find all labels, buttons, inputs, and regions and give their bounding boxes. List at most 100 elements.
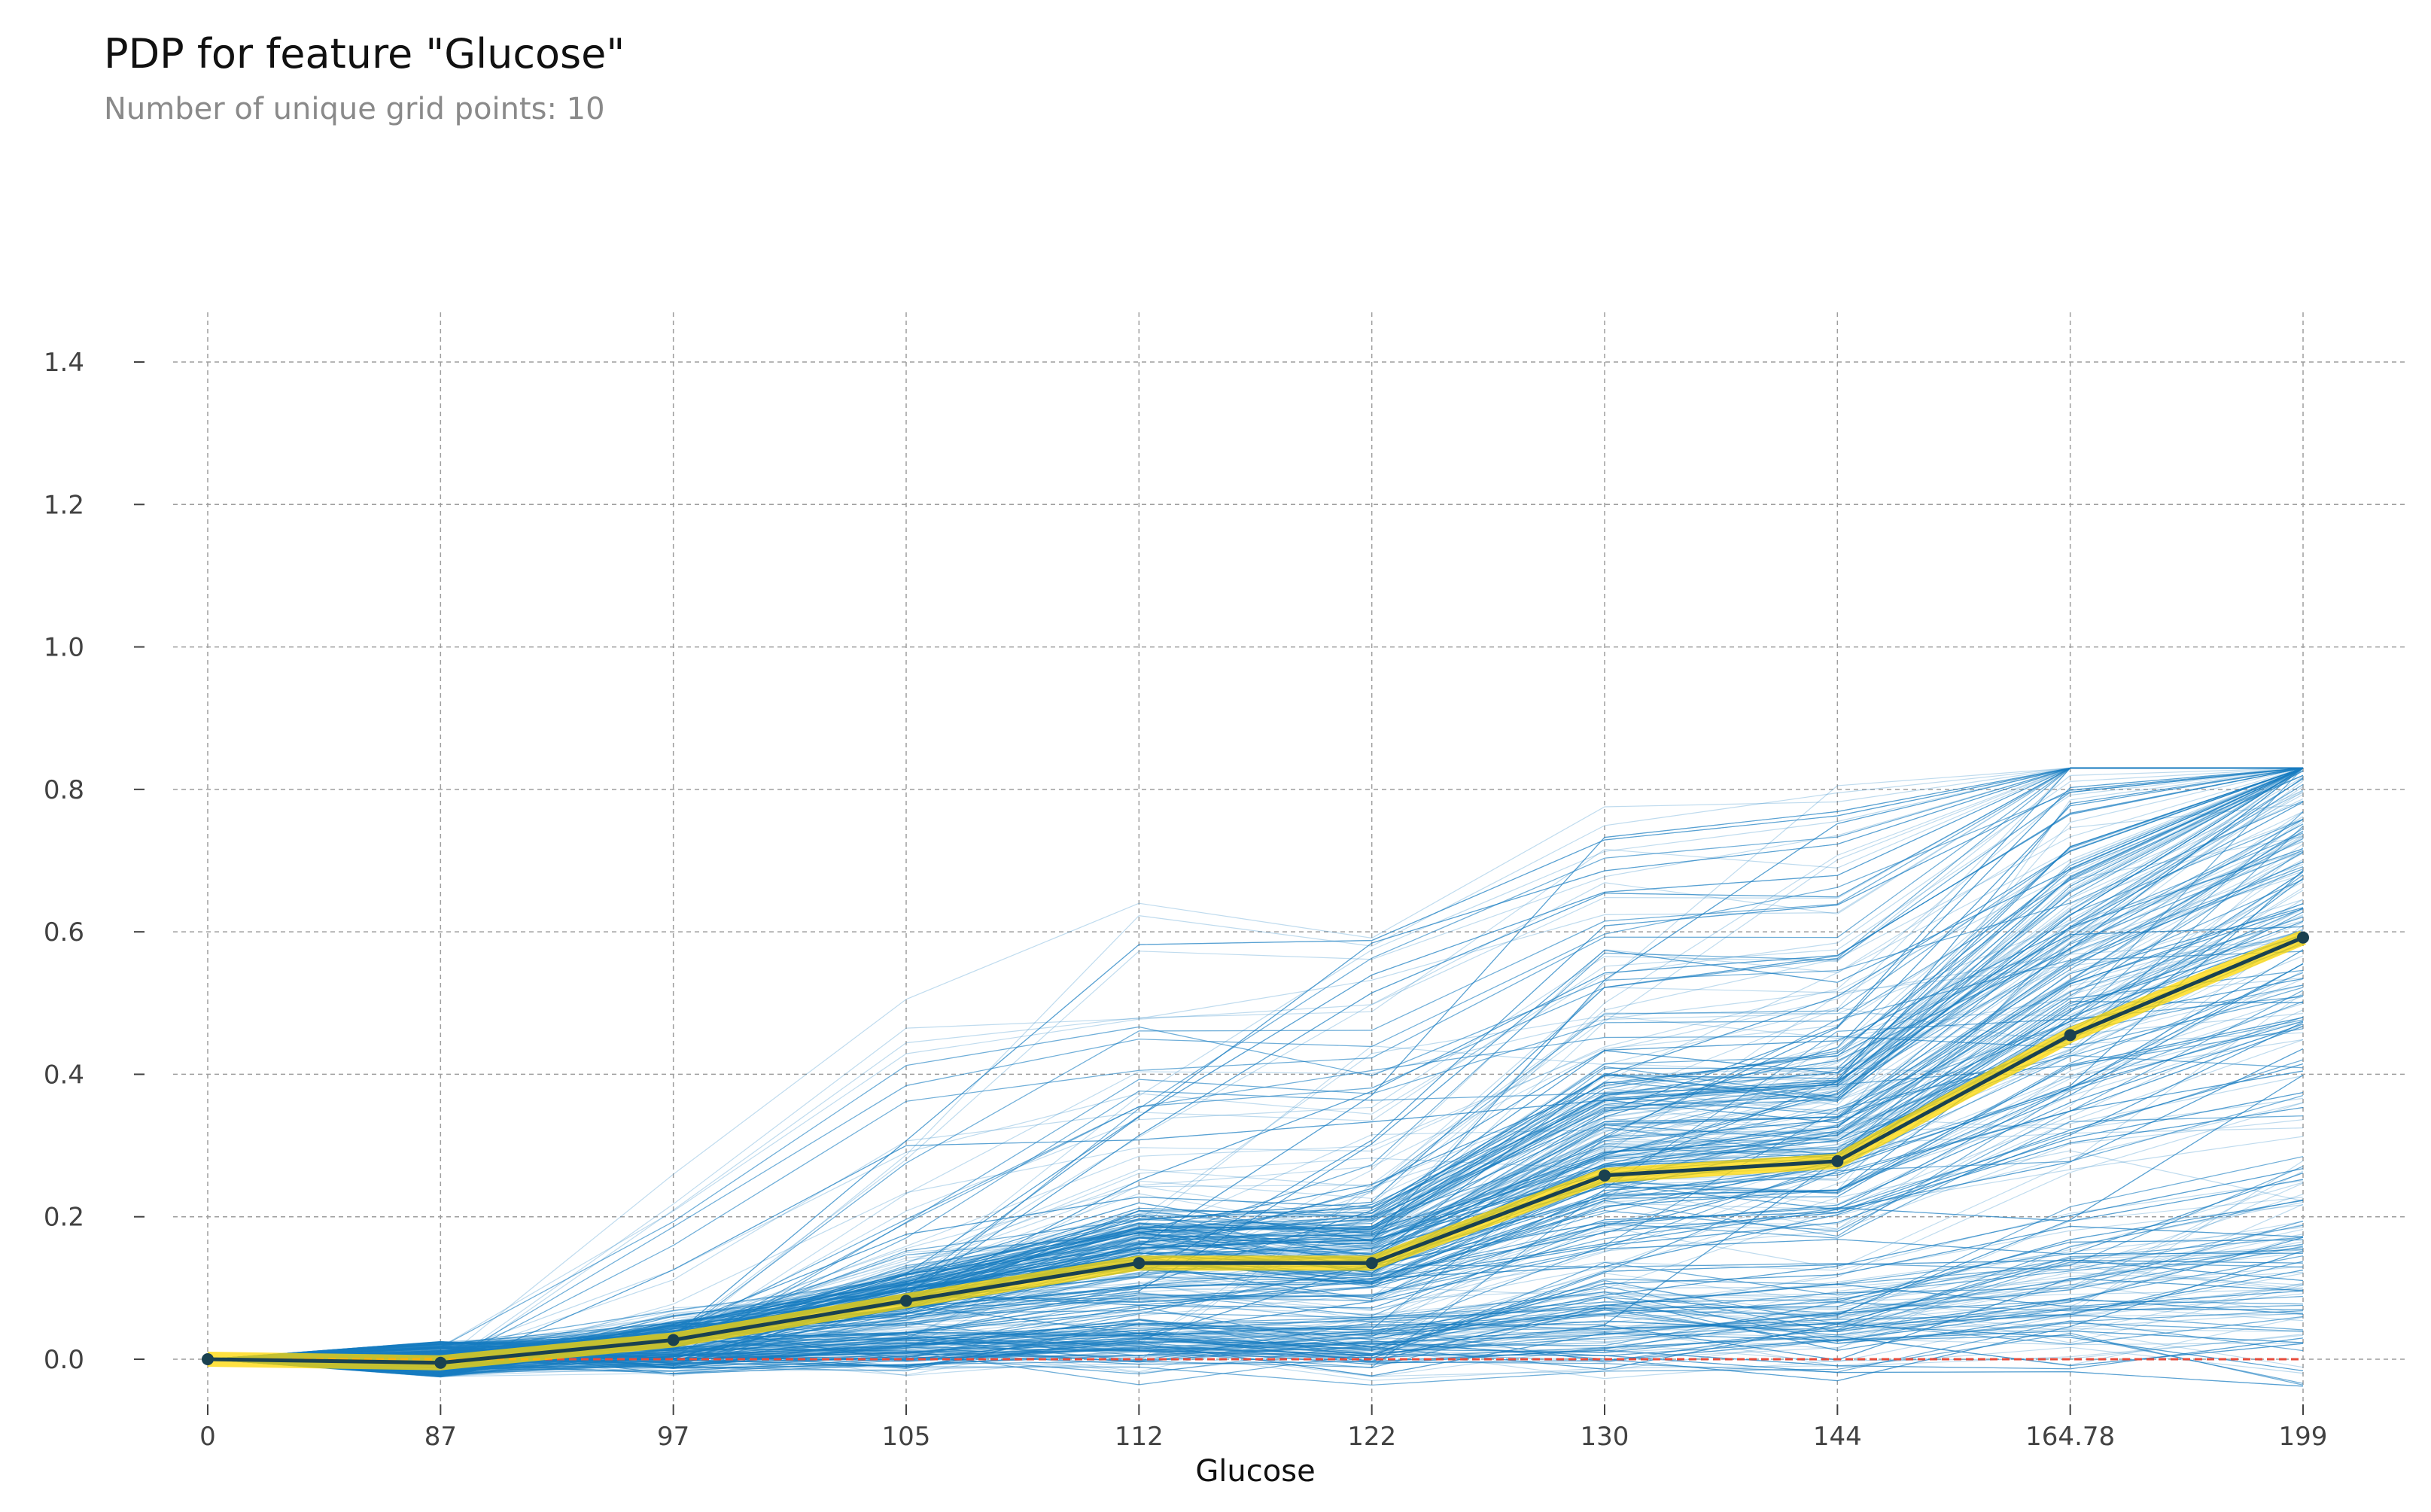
ice-line — [207, 1115, 2304, 1360]
ice-line — [207, 850, 2304, 1364]
ice-line — [207, 939, 2304, 1373]
ice-line — [207, 1119, 2304, 1360]
ice-line — [207, 819, 2304, 1360]
y-tick-label: 0.6 — [44, 917, 84, 948]
ice-line — [207, 1021, 2304, 1360]
ice-line — [207, 1338, 2304, 1387]
ice-line — [207, 811, 2304, 1360]
ice-line — [207, 767, 2303, 1372]
ice-line — [207, 1021, 2304, 1360]
ice-line — [207, 767, 2303, 1360]
ice-line — [207, 1259, 2304, 1362]
pdp-point-0 — [202, 1353, 214, 1365]
ice-line — [207, 926, 2304, 1360]
ice-line — [207, 1239, 2304, 1369]
ice-line — [207, 1323, 2304, 1375]
ice-line — [207, 1002, 2304, 1368]
y-tick-label: 1.4 — [44, 348, 84, 378]
x-tick-label: 0 — [199, 1422, 216, 1452]
ice-line — [207, 1237, 2304, 1365]
pdp-point-105 — [900, 1294, 912, 1307]
ice-line — [207, 767, 2304, 1375]
ice-line — [207, 926, 2304, 1360]
ice-line — [207, 767, 2304, 1375]
ice-line — [207, 767, 2304, 1360]
ice-line — [207, 767, 2304, 1360]
ice-line — [207, 767, 2304, 1368]
ice-line — [207, 767, 2304, 1367]
pdp-point-87 — [434, 1356, 447, 1369]
ice-line — [207, 1321, 2304, 1377]
ice-line — [207, 1021, 2304, 1360]
ice-line — [207, 940, 2304, 1371]
y-tick-label: 1.2 — [44, 490, 84, 520]
ice-line — [207, 767, 2303, 1360]
ice-line — [207, 1293, 2304, 1364]
ice-line — [207, 767, 2304, 1360]
ice-line — [207, 786, 2304, 1360]
ice-line — [207, 1239, 2304, 1369]
ice-line — [207, 770, 2304, 1360]
ice-line — [207, 924, 2304, 1371]
ice-line — [207, 866, 2304, 1360]
ice-line — [207, 1249, 2304, 1376]
ice-line — [207, 1283, 2304, 1368]
ice-line — [207, 1063, 2304, 1360]
ice-line — [207, 1328, 2304, 1376]
ice-line — [207, 1237, 2304, 1365]
ice-line — [207, 835, 2304, 1360]
pdp-point-97 — [667, 1334, 680, 1346]
x-tick-label: 164.78 — [2025, 1422, 2115, 1452]
ice-line — [207, 851, 2304, 1360]
ice-line — [207, 1338, 2304, 1387]
ice-line — [207, 767, 2304, 1360]
x-tick-label: 112 — [1115, 1422, 1164, 1452]
ice-line — [207, 1249, 2304, 1376]
ice-line — [207, 1323, 2304, 1375]
ice-line — [207, 798, 2304, 1373]
x-tick-label: 105 — [882, 1422, 931, 1452]
ice-line — [207, 800, 2304, 1360]
ice-line — [207, 1070, 2304, 1360]
ice-line — [207, 767, 2303, 1360]
pdp-point-112 — [1133, 1257, 1146, 1270]
ice-line — [207, 767, 2304, 1360]
ice-line — [207, 1199, 2304, 1367]
ice-line — [207, 767, 2304, 1360]
pdp-point-130 — [1599, 1169, 1611, 1182]
ice-line — [207, 1288, 2304, 1377]
y-tick-label: 0.8 — [44, 775, 84, 805]
ice-line — [207, 1284, 2304, 1369]
ice-line — [207, 1063, 2304, 1360]
ice-line — [207, 1204, 2304, 1377]
ice-line — [207, 1283, 2304, 1368]
ice-line — [207, 1070, 2304, 1360]
ice-line — [207, 767, 2304, 1360]
ice-line — [207, 767, 2304, 1361]
ice-line — [207, 1168, 2304, 1377]
ice-line — [207, 767, 2304, 1367]
ice-line — [207, 767, 2304, 1368]
ice-line — [207, 767, 2304, 1360]
pdp-line — [207, 935, 2304, 1365]
ice-line — [207, 767, 2304, 1360]
ice-line — [207, 1172, 2304, 1374]
ice-line — [207, 926, 2304, 1360]
y-tick-label: 1.0 — [44, 633, 84, 663]
ice-line — [207, 1063, 2304, 1360]
ice-line — [207, 1250, 2304, 1382]
ice-line — [207, 1283, 2304, 1368]
ice-line — [207, 767, 2303, 1366]
ice-line — [207, 907, 2304, 1361]
ice-line — [207, 1259, 2304, 1362]
ice-line — [207, 1325, 2304, 1377]
ice-line — [207, 1265, 2304, 1360]
ice-line — [207, 1239, 2304, 1369]
ice-line — [207, 1075, 2304, 1372]
ice-line — [207, 1250, 2304, 1382]
ice-line — [207, 866, 2304, 1360]
ice-line — [207, 1334, 2304, 1384]
chart-subtitle: Number of unique grid points: 10 — [104, 92, 605, 126]
ice-line — [207, 1172, 2304, 1374]
ice-line — [207, 1150, 2304, 1372]
